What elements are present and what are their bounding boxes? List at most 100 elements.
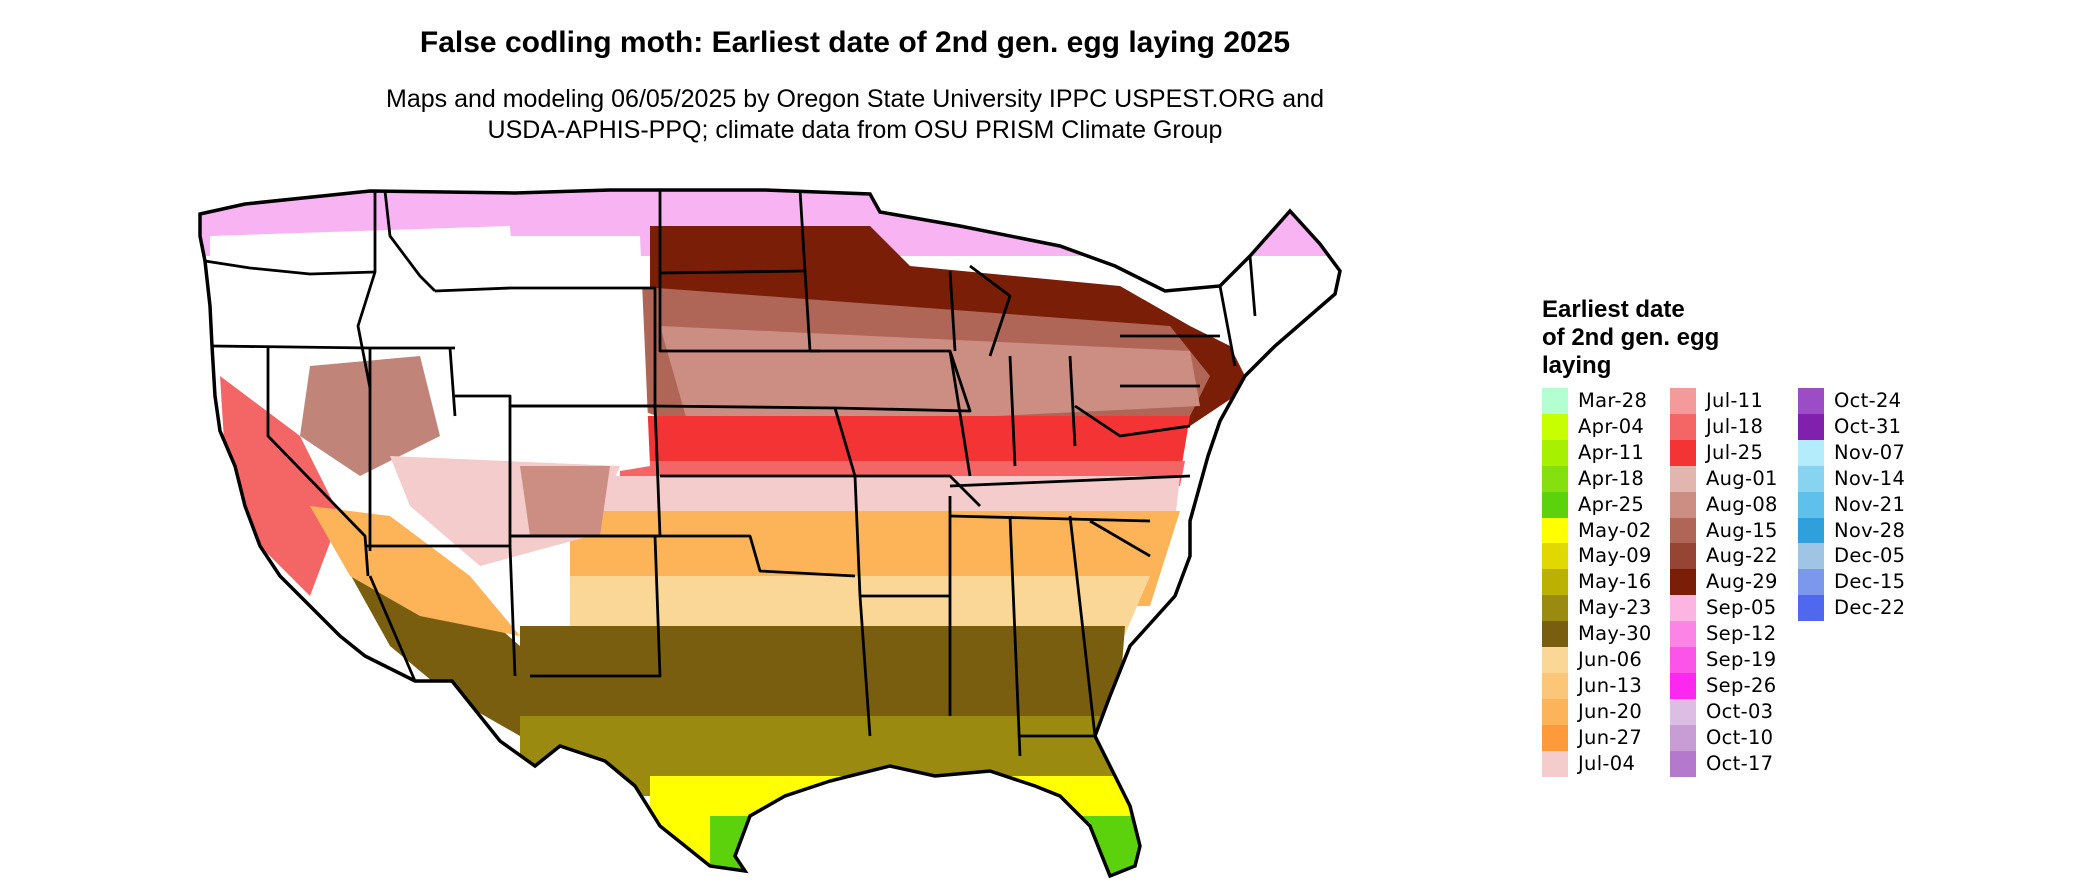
legend-item: Dec-22 <box>1798 595 1928 622</box>
legend-item: May-23 <box>1542 595 1672 622</box>
legend-item: Jul-18 <box>1670 413 1800 440</box>
legend-swatch <box>1542 413 1568 440</box>
legend-swatch <box>1542 491 1568 518</box>
legend-label: May-30 <box>1578 622 1652 646</box>
legend-label: Apr-04 <box>1578 414 1645 438</box>
band-southwest-olive <box>340 556 520 736</box>
map-title: False codling moth: Earliest date of 2nd… <box>419 26 1291 59</box>
border-ok-ar <box>853 475 862 597</box>
legend-swatch <box>1542 750 1568 777</box>
legend-label: Aug-22 <box>1706 544 1778 568</box>
legend-item: Oct-31 <box>1798 413 1928 440</box>
border-al-ga <box>1068 515 1097 737</box>
legend-item: May-30 <box>1542 621 1672 648</box>
subtitle-line-1: Maps and modeling 06/05/2025 by Oregon S… <box>386 85 1324 113</box>
legend-item: Oct-03 <box>1670 698 1800 725</box>
border-vt-nh <box>1248 255 1257 317</box>
legend-item: Sep-26 <box>1670 672 1800 699</box>
legend-swatch <box>1542 517 1568 544</box>
legend-swatch <box>1798 569 1824 596</box>
legend-label: Sep-19 <box>1706 648 1777 671</box>
border-ia <box>810 349 972 413</box>
legend-item: Aug-15 <box>1670 517 1800 544</box>
legend-label: Sep-26 <box>1706 673 1777 697</box>
legend-swatch <box>1798 439 1824 466</box>
legend-swatch <box>1798 465 1824 492</box>
legend-swatch <box>1542 647 1568 673</box>
legend-swatch <box>1670 413 1696 440</box>
legend-label: Dec-05 <box>1834 544 1906 568</box>
legend-item: Aug-08 <box>1670 491 1800 518</box>
legend-swatch <box>1542 439 1568 466</box>
border-nv-ca <box>266 348 370 577</box>
legend-item: Jun-20 <box>1542 698 1672 725</box>
legend-item: Apr-04 <box>1542 413 1672 440</box>
legend-label: May-09 <box>1578 544 1652 568</box>
legend-swatch <box>1798 388 1824 414</box>
legend-swatch <box>1542 621 1568 648</box>
legend-swatch <box>1670 595 1696 622</box>
state-boundaries <box>204 189 1257 757</box>
legend-swatch <box>1798 491 1824 518</box>
border-ok-tx <box>655 534 856 578</box>
legend-label: Apr-18 <box>1578 466 1645 490</box>
legend-item: Nov-28 <box>1798 517 1928 544</box>
border-wa-or <box>204 259 376 276</box>
border-nd-sd <box>658 190 820 353</box>
legend-item: Sep-19 <box>1670 647 1800 673</box>
legend-swatch <box>1542 388 1568 414</box>
legend-item: Nov-21 <box>1798 491 1928 518</box>
border-az-nm <box>365 544 517 677</box>
legend-label: Apr-11 <box>1578 440 1645 464</box>
legend-label: Oct-17 <box>1706 751 1774 775</box>
band-california-red <box>220 376 340 596</box>
subtitle-line-2: USDA-APHIS-PPQ; climate data from OSU PR… <box>487 116 1223 144</box>
legend-label: Oct-03 <box>1706 699 1774 723</box>
legend-item: Jul-11 <box>1670 388 1800 414</box>
legend-swatch <box>1670 517 1696 544</box>
legend-title-line-2: of 2nd gen. egg <box>1542 324 1720 351</box>
legend-item: Sep-05 <box>1670 595 1800 622</box>
legend-swatch <box>1542 465 1568 492</box>
border-oh <box>1068 355 1077 447</box>
legend-swatch <box>1542 543 1568 570</box>
legend-label: Jun-06 <box>1578 648 1643 671</box>
legend-item: Oct-24 <box>1798 388 1928 414</box>
legend-title-line-3: laying <box>1542 352 1612 379</box>
legend-label: Oct-31 <box>1834 414 1902 438</box>
legend-item: Jun-27 <box>1542 724 1672 751</box>
border-tn-south <box>949 514 1151 523</box>
legend-item: Jul-04 <box>1542 750 1672 777</box>
legend-label: Jun-27 <box>1578 725 1643 749</box>
legend-title: Earliest date of 2nd gen. egg laying <box>1542 296 1762 380</box>
band-southwest-orange <box>310 506 520 636</box>
legend-item: Jun-13 <box>1542 672 1672 699</box>
legend-swatch <box>1670 465 1696 492</box>
legend-label: Jul-25 <box>1706 440 1764 464</box>
legend-item: Aug-29 <box>1670 569 1800 596</box>
legend-swatch <box>1798 413 1824 440</box>
legend-swatch <box>1798 595 1824 622</box>
legend-label: Jul-11 <box>1706 389 1764 412</box>
legend-item: Apr-18 <box>1542 465 1672 492</box>
legend-swatch <box>1798 543 1824 570</box>
legend-item: Dec-15 <box>1798 569 1928 596</box>
border-nc-sc <box>1089 519 1151 558</box>
legend-label: Jul-04 <box>1578 751 1636 775</box>
legend-label: Apr-25 <box>1578 492 1645 516</box>
border-az-south <box>368 575 417 682</box>
legend-label: Nov-21 <box>1834 492 1906 516</box>
legend-swatch <box>1542 569 1568 596</box>
legend-item: May-09 <box>1542 543 1672 570</box>
legend-item: May-02 <box>1542 517 1672 544</box>
legend-item: Oct-17 <box>1670 750 1800 777</box>
border-il <box>948 350 972 477</box>
border-wv-va <box>1074 404 1191 438</box>
legend-label: May-16 <box>1578 570 1652 594</box>
legend-swatch <box>1542 672 1568 699</box>
border-ny-east <box>1218 285 1237 367</box>
legend-swatch <box>1670 439 1696 466</box>
legend-item: Nov-14 <box>1798 465 1928 492</box>
legend-label: Aug-29 <box>1706 570 1778 594</box>
legend-title-line-1: Earliest date <box>1542 296 1685 323</box>
